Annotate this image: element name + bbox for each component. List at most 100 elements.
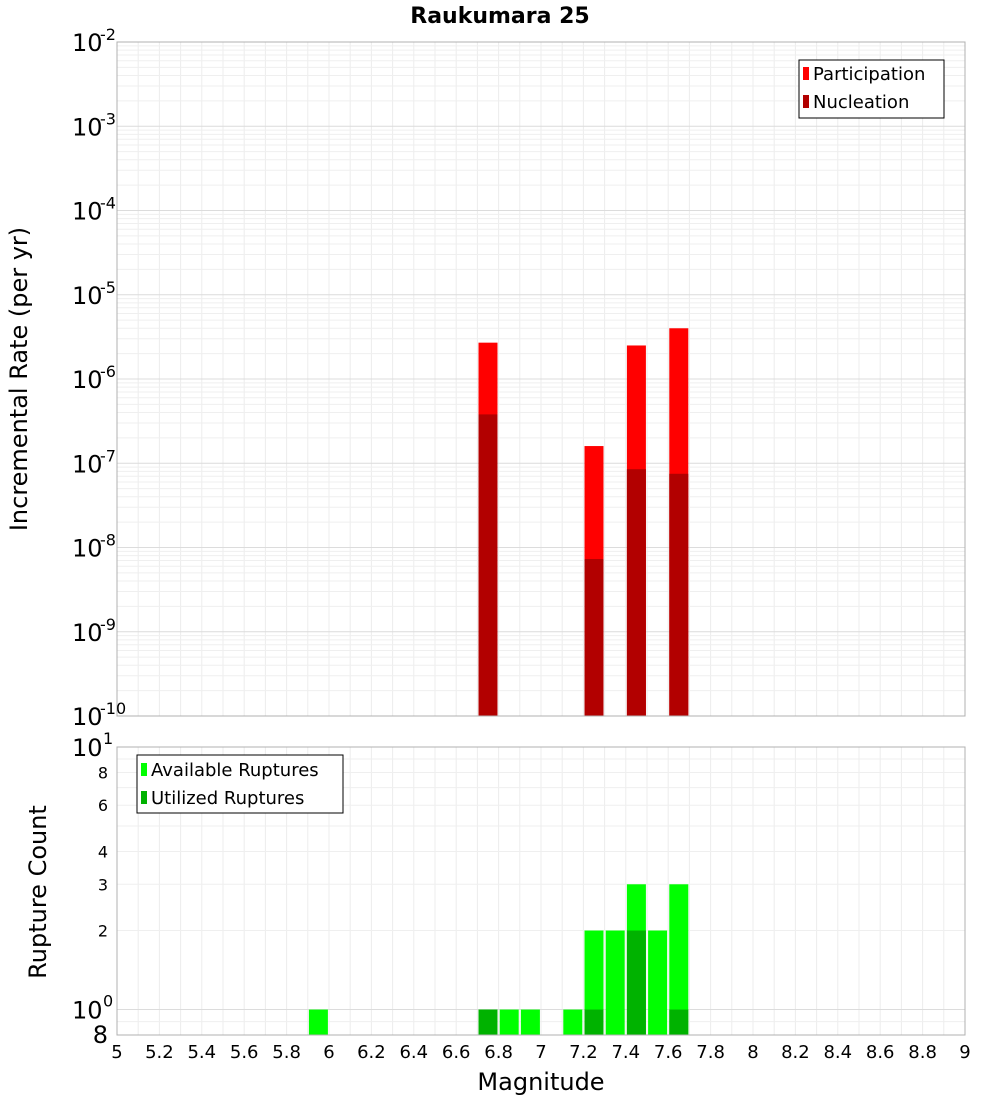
y-tick-exponent: -6: [100, 362, 116, 381]
x-tick-label: 6: [323, 1042, 334, 1063]
y-tick-base: 10: [72, 113, 103, 141]
x-axis-label: Magnitude: [477, 1068, 604, 1096]
y-tick-label: 10 1: [72, 729, 113, 762]
available-ruptures-bar: [648, 930, 668, 1035]
y-tick-label: 10-9: [72, 615, 116, 647]
y-tick-base: 10: [72, 997, 103, 1025]
x-tick-label: 9: [959, 1042, 970, 1063]
available-ruptures-bar: [669, 884, 689, 1035]
y-tick-label: 6: [98, 796, 108, 815]
x-tick-label: 7.4: [611, 1042, 640, 1063]
top-legend-box: [798, 59, 945, 119]
x-tick-label: 5.6: [230, 1042, 259, 1063]
nucleation-bar: [478, 414, 498, 716]
chart-title: Raukumara 25: [410, 4, 589, 29]
legend-label-participation: Participation: [813, 64, 925, 85]
y-tick-base: 10: [72, 535, 103, 563]
nucleation-bar: [669, 473, 689, 716]
x-tick-label: 6.4: [399, 1042, 428, 1063]
legend-label-available: Available Ruptures: [151, 760, 319, 781]
y-tick-label: 10-2: [72, 25, 116, 57]
y-tick-label: 8: [93, 1021, 108, 1049]
legend-label-nucleation: Nucleation: [813, 92, 909, 113]
legend-swatch-participation: [803, 67, 809, 80]
y-tick-label: 8: [98, 763, 108, 782]
y-tick-exponent: -7: [100, 446, 116, 465]
y-tick-exponent: -3: [100, 109, 116, 128]
y-tick-label: 10-7: [72, 446, 116, 478]
legend-swatch-nucleation: [803, 95, 809, 108]
y-tick-label: 10-8: [72, 531, 116, 563]
x-tick-label: 6.8: [484, 1042, 513, 1063]
y-tick-label: 4: [98, 842, 108, 861]
x-tick-label: 8.8: [908, 1042, 937, 1063]
available-ruptures-bar: [584, 930, 604, 1035]
available-ruptures-bar: [605, 930, 625, 1035]
y-tick-label: 10-4: [72, 194, 116, 226]
bottom-plot-border: [116, 746, 966, 1036]
y-tick-base: 10: [72, 366, 103, 394]
bottom-legend-box: [136, 754, 344, 814]
utilized-ruptures-bar: [669, 1009, 689, 1035]
legend-label-utilized: Utilized Ruptures: [151, 788, 304, 809]
x-tick-label: 5.8: [272, 1042, 301, 1063]
top-y-ticks: 10-210-310-410-510-610-710-810-910-10: [72, 25, 126, 731]
y-tick-label: 10-10: [72, 699, 126, 731]
x-tick-label: 8: [747, 1042, 758, 1063]
y-tick-label: 10-5: [72, 278, 116, 310]
y-tick-label: 2: [98, 922, 108, 941]
y-tick-base: 10: [72, 282, 103, 310]
legend-swatch-available: [141, 763, 147, 776]
y-tick-label: 3: [98, 875, 108, 894]
bottom-y-axis-label: Rupture Count: [24, 805, 52, 979]
x-ticks: 5 5.2 5.4 5.6 5.8 6 6.2 6.4 6.6 6.8 7 7.2 7.4 7.6 7.8 8…: [111, 1042, 970, 1063]
nucleation-bar: [626, 469, 646, 716]
x-tick-label: 8.6: [866, 1042, 895, 1063]
y-tick-base: 10: [72, 619, 103, 647]
x-tick-label: 8.4: [823, 1042, 852, 1063]
y-tick-exponent: -4: [100, 194, 116, 213]
bottom-legend: Available Ruptures Utilized Ruptures: [136, 754, 344, 814]
y-tick-exponent: -8: [100, 531, 116, 550]
top-y-axis-label: Incremental Rate (per yr): [5, 227, 33, 531]
y-tick-label: 10 0: [72, 992, 113, 1025]
top-panel: Raukumara 25 10-210-310-410-510-610-710-…: [5, 4, 966, 731]
x-tick-label: 7.8: [696, 1042, 725, 1063]
top-plot-border: [116, 41, 966, 717]
x-tick-label: 5: [111, 1042, 122, 1063]
y-tick-base: 10: [72, 29, 103, 57]
y-tick-exponent: 0: [103, 992, 113, 1011]
available-ruptures-bar: [499, 1009, 519, 1035]
x-tick-label: 7: [535, 1042, 546, 1063]
top-grid: [116, 42, 966, 717]
nucleation-bar: [584, 559, 604, 716]
utilized-ruptures-bar: [626, 930, 646, 1035]
available-ruptures-bar: [308, 1009, 328, 1035]
top-legend: Participation Nucleation: [798, 59, 945, 119]
x-tick-label: 7.6: [654, 1042, 683, 1063]
y-tick-base: 10: [72, 450, 103, 478]
y-tick-exponent: -9: [100, 615, 116, 634]
utilized-ruptures-bar: [584, 1009, 604, 1035]
y-tick-base: 10: [72, 734, 103, 762]
y-tick-exponent: -5: [100, 278, 116, 297]
y-tick-base: 10: [72, 703, 103, 731]
x-tick-label: 5.4: [187, 1042, 216, 1063]
x-tick-label: 6.6: [442, 1042, 471, 1063]
available-ruptures-bar: [563, 1009, 583, 1035]
x-tick-label: 7.2: [569, 1042, 598, 1063]
x-tick-label: 8.2: [781, 1042, 810, 1063]
x-tick-label: 6.2: [357, 1042, 386, 1063]
legend-swatch-utilized: [141, 791, 147, 804]
y-tick-label: 10-6: [72, 362, 116, 394]
y-tick-exponent: 1: [103, 729, 113, 748]
available-ruptures-bar: [520, 1009, 540, 1035]
utilized-ruptures-bar: [478, 1009, 498, 1035]
x-tick-label: 5.2: [145, 1042, 174, 1063]
bottom-bars: [308, 884, 689, 1035]
top-bars: [478, 328, 689, 716]
y-tick-exponent: -2: [100, 25, 116, 44]
